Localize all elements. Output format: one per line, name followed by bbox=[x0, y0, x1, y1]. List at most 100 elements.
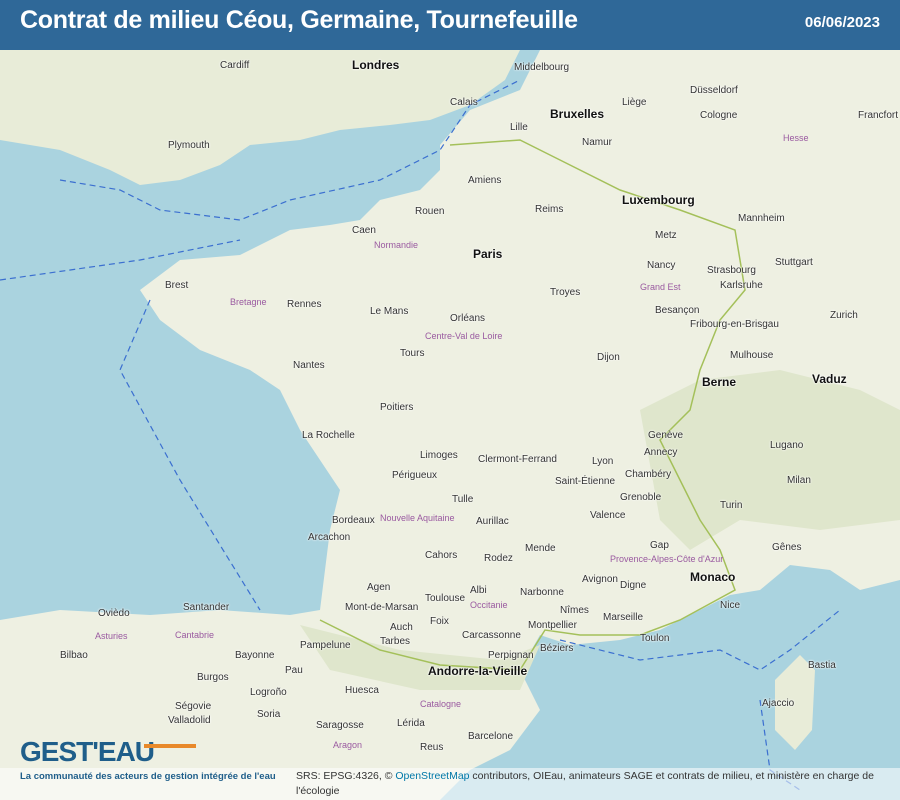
city-label: Lérida bbox=[397, 718, 425, 729]
city-label: Foix bbox=[430, 616, 449, 627]
city-label: Reims bbox=[535, 204, 564, 215]
city-label: Stuttgart bbox=[775, 257, 813, 268]
city-label: Vaduz bbox=[812, 372, 847, 386]
city-label: Rouen bbox=[415, 206, 445, 217]
city-label: Narbonne bbox=[520, 587, 564, 598]
openstreetmap-link[interactable]: OpenStreetMap bbox=[395, 770, 470, 782]
city-label: Fribourg-en-Brisgau bbox=[690, 319, 779, 330]
city-label: Cardiff bbox=[220, 60, 250, 71]
page-title: Contrat de milieu Céou, Germaine, Tourne… bbox=[20, 6, 578, 34]
city-label: Pau bbox=[285, 665, 303, 676]
city-label: Carcassonne bbox=[462, 630, 521, 641]
city-label: Bayonne bbox=[235, 650, 275, 661]
city-label: Barcelone bbox=[468, 731, 514, 742]
region-label: Aragon bbox=[333, 740, 363, 750]
city-label: Mulhouse bbox=[730, 350, 774, 361]
city-label: Avignon bbox=[582, 574, 618, 585]
city-label: Calais bbox=[450, 97, 478, 108]
maritime-boundary bbox=[0, 79, 841, 791]
city-label: Ségovie bbox=[175, 701, 212, 712]
city-label: Marseille bbox=[603, 612, 644, 623]
city-label: Genève bbox=[648, 430, 684, 441]
region-label: Catalogne bbox=[420, 699, 462, 709]
logo-wordmark: GEST'EAU bbox=[20, 736, 155, 767]
city-label: Liège bbox=[622, 97, 647, 108]
city-label: Chambéry bbox=[625, 469, 672, 480]
city-label: Milan bbox=[787, 475, 811, 486]
city-label: Béziers bbox=[540, 643, 574, 654]
city-label: Santander bbox=[183, 602, 230, 613]
city-label: Burgos bbox=[197, 672, 229, 683]
city-label: Turin bbox=[720, 500, 743, 511]
city-label: Tulle bbox=[452, 494, 474, 505]
city-label: Rennes bbox=[287, 299, 322, 310]
city-label: Dijon bbox=[597, 352, 620, 363]
city-label: Nîmes bbox=[560, 605, 589, 616]
region-label: Occitanie bbox=[470, 600, 508, 610]
city-label: Pampelune bbox=[300, 640, 351, 651]
region-label: Hesse bbox=[783, 133, 809, 143]
city-label: Amiens bbox=[468, 175, 502, 186]
city-label: Huesca bbox=[345, 685, 379, 696]
city-label: Paris bbox=[473, 247, 503, 261]
city-label: Brest bbox=[165, 280, 189, 291]
city-label: Gap bbox=[650, 540, 669, 551]
terrain-alps bbox=[640, 370, 900, 550]
city-label: Albi bbox=[470, 585, 487, 596]
city-label: Nancy bbox=[647, 260, 676, 271]
land-britain bbox=[0, 50, 520, 185]
city-label: Mende bbox=[525, 543, 556, 554]
city-label: Middelbourg bbox=[514, 62, 570, 73]
map-view[interactable]: Londres Bruxelles Luxembourg Paris Berne Mona… bbox=[0, 50, 900, 800]
city-label: Bastia bbox=[808, 660, 836, 671]
city-label: Soria bbox=[257, 709, 281, 720]
city-label: Lille bbox=[510, 122, 528, 133]
city-label: Karlsruhe bbox=[720, 280, 763, 291]
city-label: Plymouth bbox=[168, 140, 210, 151]
city-label: Saragosse bbox=[316, 720, 364, 731]
city-label: Perpignan bbox=[488, 650, 534, 661]
city-label: Strasbourg bbox=[707, 265, 756, 276]
city-label: La Rochelle bbox=[302, 430, 355, 441]
gesteau-logo[interactable]: GEST'EAU bbox=[20, 736, 196, 768]
city-label: Troyes bbox=[550, 287, 581, 298]
city-label: Annecy bbox=[644, 447, 678, 458]
region-label: Grand Est bbox=[640, 282, 681, 292]
city-label: Gênes bbox=[772, 542, 802, 553]
city-label: Cologne bbox=[700, 110, 738, 121]
city-label: Mont-de-Marsan bbox=[345, 602, 419, 613]
city-label: Monaco bbox=[690, 570, 736, 584]
city-label: Grenoble bbox=[620, 492, 662, 503]
city-label: Arcachon bbox=[308, 532, 351, 543]
city-label: Lugano bbox=[770, 440, 804, 451]
city-label: Limoges bbox=[420, 450, 458, 461]
attribution-suffix: contributors, OIEau, animateurs SAGE et … bbox=[296, 770, 874, 797]
city-label: Poitiers bbox=[380, 402, 414, 413]
city-label: Valladolid bbox=[168, 715, 211, 726]
city-label: Montpellier bbox=[528, 620, 577, 631]
city-label: Metz bbox=[655, 230, 677, 241]
city-label: Périgueux bbox=[392, 470, 438, 481]
city-label: Tarbes bbox=[380, 636, 411, 647]
city-label: Namur bbox=[582, 137, 613, 148]
region-label: Normandie bbox=[374, 240, 419, 250]
city-label: Reus bbox=[420, 742, 444, 753]
logo-accent-bar bbox=[144, 744, 196, 748]
city-label: Andorre-la-Vieille bbox=[428, 664, 528, 678]
land-continent bbox=[0, 50, 900, 800]
city-label: Valence bbox=[590, 510, 626, 521]
region-label: Asturies bbox=[95, 631, 128, 641]
header-bar: Contrat de milieu Céou, Germaine, Tourne… bbox=[0, 0, 900, 50]
city-label: Le Mans bbox=[370, 306, 409, 317]
city-label: Aurillac bbox=[476, 516, 509, 527]
city-label: Zurich bbox=[830, 310, 858, 321]
city-label: Tours bbox=[400, 348, 425, 359]
city-label: Bilbao bbox=[60, 650, 88, 661]
region-label: Bretagne bbox=[230, 297, 267, 307]
city-label: Nantes bbox=[293, 360, 325, 371]
city-label: Auch bbox=[390, 622, 413, 633]
city-label: Francfort bbox=[858, 110, 899, 121]
logo-tagline: La communauté des acteurs de gestion int… bbox=[20, 771, 276, 782]
region-label: Nouvelle Aquitaine bbox=[380, 513, 455, 523]
city-label: Mannheim bbox=[738, 213, 785, 224]
